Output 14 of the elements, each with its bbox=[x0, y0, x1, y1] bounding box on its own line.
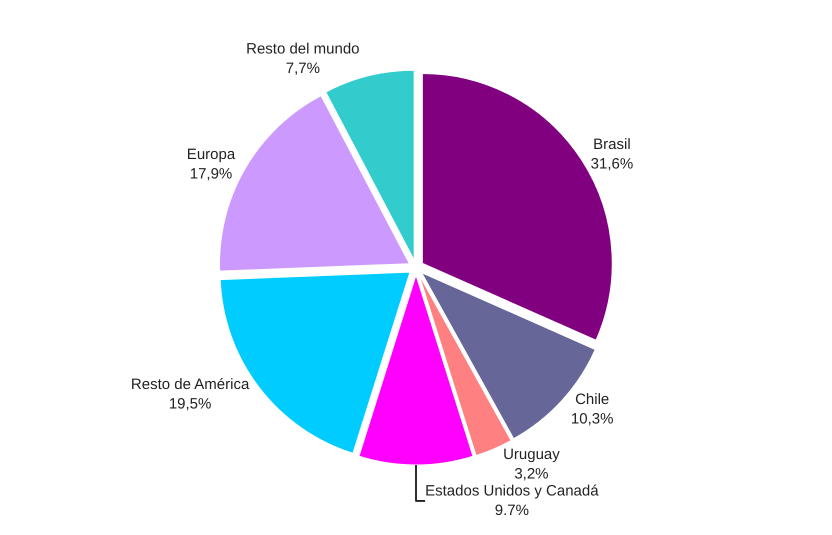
slice-label: Resto de América bbox=[130, 376, 250, 393]
slice-label: Brasil bbox=[593, 136, 631, 154]
slice-label: Estados Unidos y Canadá bbox=[425, 482, 600, 500]
data-label: 10,3% bbox=[570, 410, 614, 428]
data-label: 31,6% bbox=[590, 156, 634, 173]
slice-label: Europa bbox=[186, 146, 236, 163]
slice-label: Chile bbox=[575, 390, 610, 408]
data-label: 9.7% bbox=[494, 502, 529, 520]
data-label: 7,7% bbox=[286, 60, 320, 77]
data-label: 3,2% bbox=[514, 466, 549, 483]
data-label: 17,9% bbox=[190, 165, 232, 182]
slice-label: Resto del mundo bbox=[246, 40, 360, 58]
data-label: 19,5% bbox=[168, 395, 212, 412]
slice-label: Uruguay bbox=[503, 446, 560, 464]
